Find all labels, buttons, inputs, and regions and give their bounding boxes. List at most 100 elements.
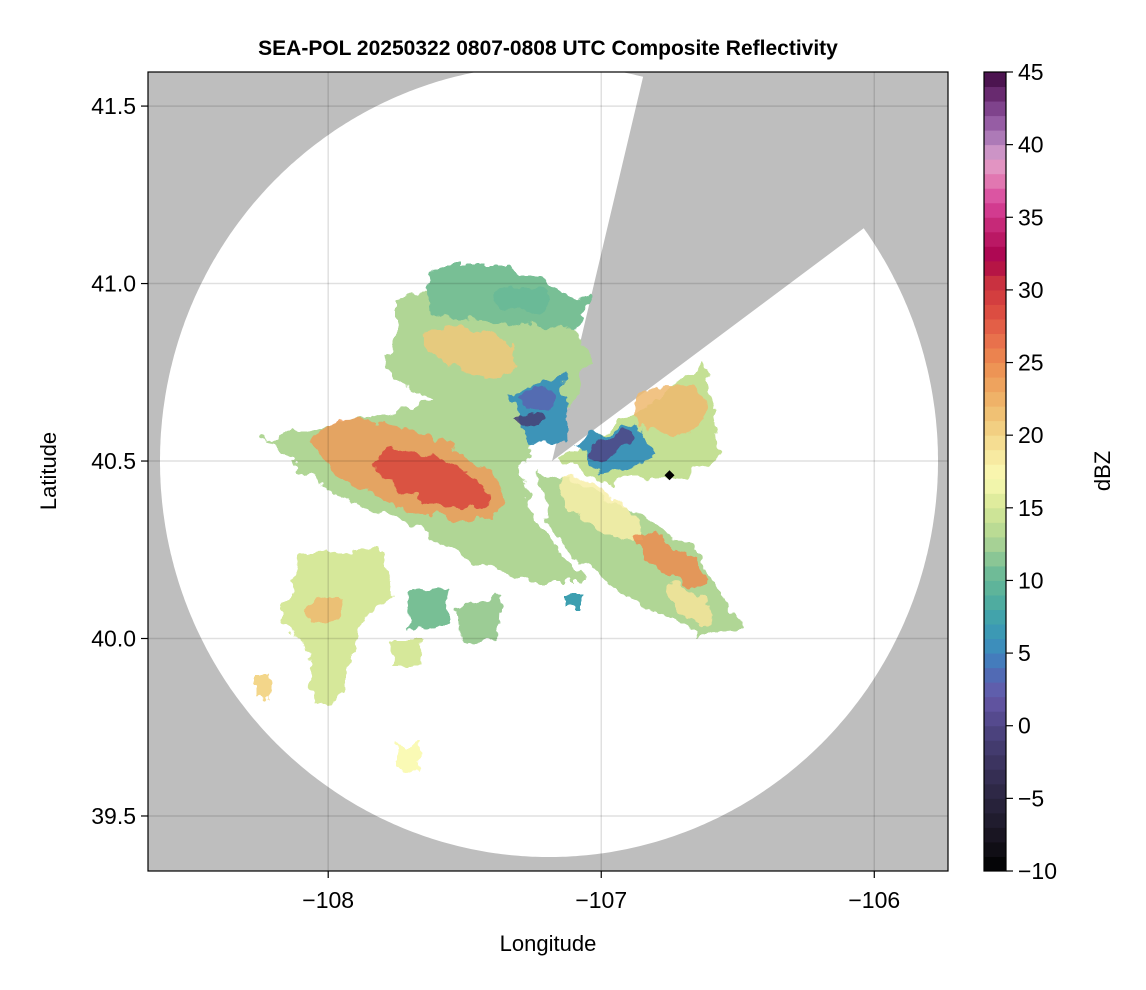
echo-region [460,598,500,642]
colorbar-band [984,565,1006,581]
y-tick-label: 39.5 [91,803,136,829]
colorbar-tick-label: 35 [1018,204,1044,230]
echo-region [398,745,420,772]
colorbar-band [984,333,1006,349]
colorbar-band [984,536,1006,552]
colorbar-band [984,260,1006,276]
echo-core [635,385,705,435]
colorbar-tick-label: 40 [1018,132,1044,158]
colorbar-band [984,609,1006,625]
colorbar-band [984,856,1006,872]
x-tick-label: −106 [848,887,900,913]
colorbar-band [984,130,1006,146]
colorbar-band [984,86,1006,102]
colorbar-band [984,101,1006,117]
colorbar-band [984,667,1006,683]
colorbar-band [984,406,1006,422]
colorbar-band [984,464,1006,480]
colorbar-band [984,72,1006,88]
colorbar-band [984,551,1006,567]
colorbar-tick-label: 0 [1018,713,1031,739]
colorbar-band [984,202,1006,218]
y-tick-label: 41.0 [91,271,136,297]
echo-core [520,390,560,410]
echo-core [307,596,343,624]
colorbar-band [984,841,1006,857]
echo-core [557,477,643,543]
colorbar-band [984,304,1006,320]
echo-core [490,288,550,312]
colorbar-band [984,594,1006,611]
echo-core [421,325,519,375]
colorbar-band [984,812,1006,828]
echo-region [565,592,580,610]
echo-core [373,450,487,510]
colorbar-band [984,449,1006,465]
colorbar-band [984,217,1006,233]
colorbar-band [984,246,1006,262]
colorbar-band [984,493,1006,509]
colorbar-band [984,144,1006,160]
colorbar-band [984,159,1006,175]
echo-region [255,675,272,700]
chart-title: SEA-POL 20250322 0807-0808 UTC Composite… [258,37,838,60]
colorbar-band [984,478,1006,494]
echo-core [632,531,708,589]
colorbar-band [984,348,1006,364]
colorbar-band [984,624,1006,640]
colorbar-tick-label: −10 [1018,858,1057,884]
colorbar-frame [983,71,1007,872]
echo-region [510,375,568,445]
echo-core [665,583,715,627]
colorbar-tick-label: 20 [1018,422,1044,448]
colorbar-tick-label: 15 [1018,495,1044,521]
colorbar-band [984,580,1006,596]
colorbar-band [984,275,1006,291]
y-tick-label: 41.5 [91,93,136,119]
colorbar-band [984,188,1006,204]
colorbar-band [984,783,1006,799]
colorbar-tick-label: 30 [1018,277,1044,303]
radar-coverage-area [160,72,938,857]
colorbar-band [984,798,1006,814]
colorbar-band [984,725,1006,741]
reflectivity-echoes [255,265,742,772]
colorbar-band [984,362,1006,378]
colorbar-tick-label: 5 [1018,640,1031,666]
colorbar-band [984,711,1006,727]
colorbar-band [984,435,1006,451]
echo-region [390,640,422,665]
x-axis: −108 −107 −106 [302,871,900,913]
colorbar-band [984,318,1006,334]
x-tick-label: −107 [575,887,627,913]
grid-lines [148,72,948,871]
colorbar-band [984,682,1006,698]
x-tick-label: −108 [302,887,354,913]
echo-core [515,414,545,426]
colorbar-label: dBZ [1090,451,1115,491]
colorbar-tick-label: 25 [1018,350,1044,376]
y-axis: 39.5 40.0 40.5 41.0 41.5 [91,93,148,829]
colorbar-band [984,377,1006,393]
colorbar-tick-label: 45 [1018,59,1044,85]
colorbar-band [984,740,1006,756]
y-tick-label: 40.0 [91,626,136,652]
colorbar-band [984,638,1006,654]
echo-cores [307,288,715,627]
echo-core [587,432,633,458]
colorbar-tick-label: −5 [1018,785,1044,811]
echo-region [280,548,395,705]
colorbar-band [984,769,1006,785]
colorbar-band [984,289,1006,305]
plot-frame [147,71,949,872]
colorbar-band [984,231,1006,247]
colorbar-tick-label: 10 [1018,567,1044,593]
colorbar-band [984,173,1006,189]
colorbar-band [984,754,1006,770]
colorbar-band [984,696,1006,712]
echo-region [405,590,452,630]
colorbar-band [984,507,1006,523]
colorbar-band [984,115,1006,131]
colorbar-band [984,653,1006,669]
